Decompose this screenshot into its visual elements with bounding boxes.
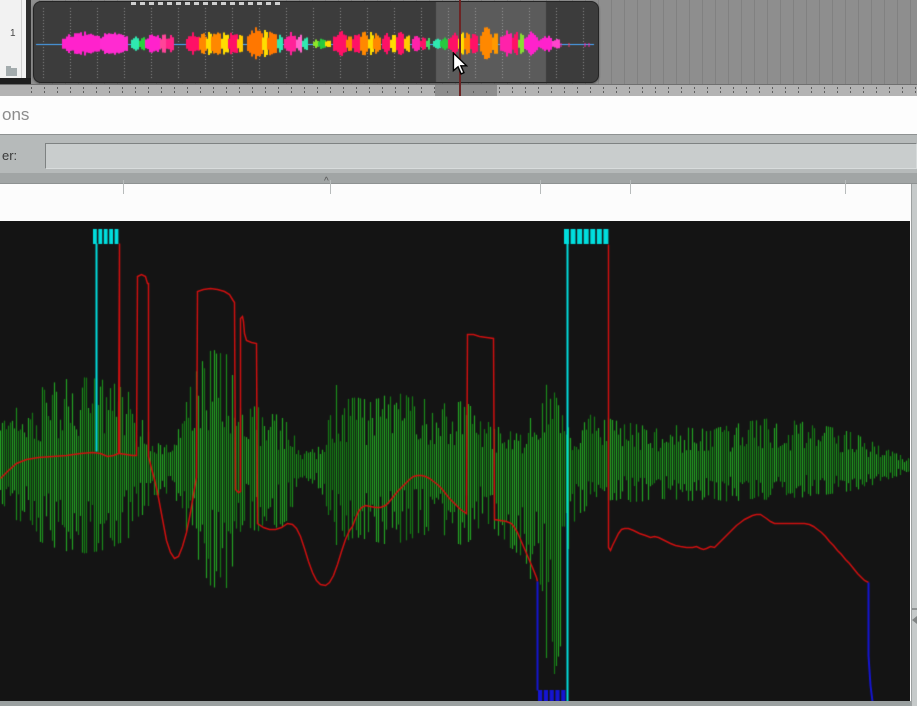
sort-caret-icon: ^ xyxy=(324,176,329,187)
mouse-cursor-icon xyxy=(452,52,468,75)
track-number: 1 xyxy=(10,28,16,39)
folder-icon xyxy=(6,66,17,76)
column-separator xyxy=(540,180,541,194)
divider-bar xyxy=(0,173,917,184)
text-field[interactable] xyxy=(45,143,917,169)
bottom-strip xyxy=(0,701,911,706)
column-separator xyxy=(330,180,331,194)
strip-divider xyxy=(912,608,917,610)
clip-waveform-canvas[interactable] xyxy=(34,2,598,82)
column-header-strip: ^ xyxy=(0,176,917,198)
track-lane[interactable] xyxy=(0,0,917,84)
track-header[interactable]: 1 xyxy=(0,0,31,78)
column-separator xyxy=(123,180,124,194)
column-separator xyxy=(845,180,846,194)
chevron-left-icon[interactable] xyxy=(912,616,917,624)
audio-clip[interactable] xyxy=(33,1,599,83)
clip-title-text xyxy=(131,2,281,5)
options-label: ons xyxy=(2,105,30,124)
column-separator xyxy=(630,180,631,194)
timeline-ruler[interactable] xyxy=(0,84,917,97)
playhead-line xyxy=(459,0,461,96)
field-label: er: xyxy=(2,148,18,163)
track-header-footer xyxy=(0,78,31,84)
field-band: er: xyxy=(0,134,917,173)
options-band: ons xyxy=(0,96,917,134)
waveform-analysis-canvas[interactable] xyxy=(0,221,910,701)
track-header-divider xyxy=(21,0,22,78)
right-panel-strip xyxy=(911,184,917,706)
